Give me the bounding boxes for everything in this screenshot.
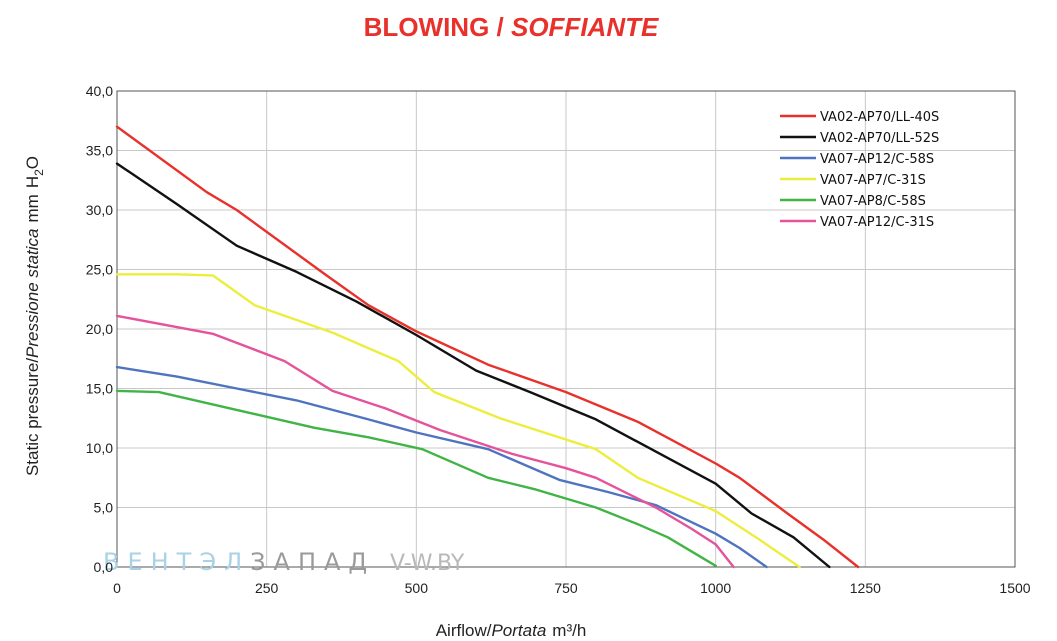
x-tick-label: 1000: [700, 580, 731, 596]
x-tick-label: 500: [405, 580, 429, 596]
watermark-brand-light: ВЕНТЭЛ: [103, 548, 250, 576]
series-line-3: [115, 365, 768, 569]
y-tick-label: 35,0: [86, 143, 113, 159]
y-tick-label: 10,0: [86, 440, 113, 456]
y-axis-label-main: Static pressure/: [23, 358, 42, 476]
y-axis-label: Static pressure/Pressione statica mm H2O: [23, 156, 46, 476]
y-tick-label: 30,0: [86, 202, 113, 218]
x-tick-label: 0: [113, 580, 121, 596]
svg-text:ВЕНТЭЛЗАПАД: ВЕНТЭЛЗАПАД: [103, 548, 375, 576]
x-axis-label-unit: m³/h: [552, 621, 586, 640]
legend-label: VA02-AP70/LL-52S: [820, 131, 939, 146]
y-axis-label-unit: H: [23, 176, 42, 188]
watermark: ВЕНТЭЛЗАПАД V-W.BY: [103, 548, 465, 576]
y-tick-label: 15,0: [86, 381, 113, 397]
x-axis-label-slash: /: [487, 621, 492, 640]
y-axis-label-unit-suffix: O: [23, 156, 42, 169]
series-line-6: [115, 314, 735, 569]
y-tick-label: 0,0: [94, 559, 114, 575]
x-tick-labels: 0 250 500 750 1000 1250 1500: [113, 580, 1031, 596]
series-line-1: [115, 125, 860, 569]
chart-title: BLOWING / SOFFIANTE: [364, 12, 659, 42]
legend-label: VA02-AP70/LL-40S: [820, 110, 939, 125]
y-tick-label: 25,0: [86, 262, 113, 278]
legend: VA02-AP70/LL-40S VA02-AP70/LL-52S VA07-AP1…: [780, 110, 939, 230]
y-axis-label-unit-prefix: mm: [23, 194, 42, 222]
legend-label: VA07-AP12/C-58S: [820, 152, 934, 167]
x-tick-label: 1500: [999, 580, 1030, 596]
x-tick-label: 1250: [850, 580, 881, 596]
x-axis-label-italic: Portata: [491, 621, 546, 640]
chart-title-separator: /: [489, 12, 511, 42]
y-tick-label: 5,0: [94, 500, 114, 516]
x-tick-label: 750: [554, 580, 578, 596]
y-tick-label: 20,0: [86, 321, 113, 337]
series-layer: [115, 125, 860, 569]
series-line-2: [115, 162, 831, 569]
x-axis-label: Airflow/Portata m³/h: [436, 621, 587, 640]
y-axis-label-unit-sub: 2: [32, 169, 46, 176]
legend-label: VA07-AP8/C-58S: [820, 194, 926, 209]
y-axis-label-italic: Pressione statica: [23, 228, 42, 357]
chart-title-italic: SOFFIANTE: [511, 12, 659, 42]
x-tick-label: 250: [255, 580, 279, 596]
x-axis-label-main: Airflow: [436, 621, 488, 640]
legend-label: VA07-AP12/C-31S: [820, 215, 934, 230]
series-line-5: [115, 389, 717, 567]
series-line-4: [115, 273, 801, 569]
chart-title-main: BLOWING: [364, 12, 490, 42]
watermark-brand-dark: ЗАПАД: [250, 548, 375, 576]
legend-label: VA07-AP7/C-31S: [820, 173, 926, 188]
y-tick-label: 40,0: [86, 83, 113, 99]
y-tick-labels: 0,0 5,0 10,0 15,0 20,0 25,0 30,0 35,0 40,0: [86, 83, 113, 575]
watermark-site: V-W.BY: [390, 551, 465, 576]
plot-border: [116, 90, 1016, 568]
